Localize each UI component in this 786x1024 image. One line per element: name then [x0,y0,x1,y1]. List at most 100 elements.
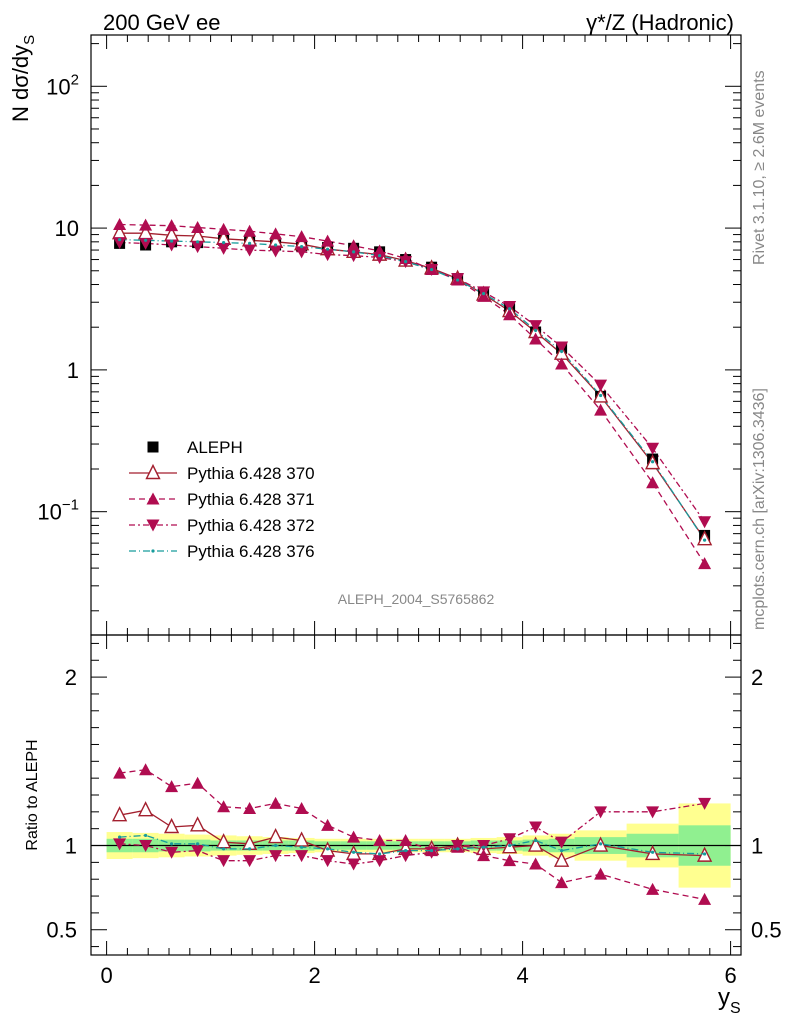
pythia-370-ratio-point [163,817,180,834]
pythia-376-point [378,253,382,258]
pythia-372-ratio-point [269,850,283,863]
x-tick-label: 2 [308,963,320,988]
pythia-372-point [373,252,387,265]
pythia-376-line [119,238,706,541]
pythia-376-point [599,393,603,398]
pythia-372-point [191,241,205,254]
pythia-370-ratio-point [111,806,128,822]
pythia-372-ratio-point [594,806,608,819]
x-axis-label-sub: S [730,1000,741,1017]
pythia-376-ratio-point [404,848,408,853]
y-tick-label-exponent: −1 [62,497,79,514]
pythia-371-point [529,332,543,345]
legend-label: Pythia 6.428 372 [187,516,315,535]
ratio-plot-area [91,763,741,905]
pythia-372-ratio-point [529,821,543,834]
legend-item: ALEPH [147,438,243,457]
pythia-372-ratio-point [243,855,257,868]
pythia-376-ratio-point [274,843,278,848]
x-axis-label-main: y [718,984,730,1011]
pythia-372-point [347,250,361,263]
legend: ALEPH Pythia 6.428 370 Pythia 6.428 371 Pyt… [129,438,315,561]
pythia-371-point [555,357,569,370]
pythia-376-ratio-point [456,847,460,851]
main-plot-area [111,218,713,570]
y-tick-label: 10 [55,216,79,241]
pythia-376-ratio-point [300,845,304,849]
y-tick-label-base: 10 [55,216,79,241]
pythia-376-point [196,240,200,244]
legend-aleph-marker [147,441,159,453]
pythia-376-ratio-point [599,842,603,846]
pythia-372-point [165,239,179,252]
pythia-370-ratio-point [137,801,154,817]
pythia-371-ratio-point [399,833,413,846]
pythia-376-ratio-point [703,852,707,856]
pythia-376-point [703,538,707,542]
pythia-371-ratio-point [646,882,660,895]
pythia-372-point [555,341,569,354]
pythia-371-point [191,220,205,233]
pythia-372-ratio-point [295,850,309,863]
pythia-370-ratio-point [527,836,544,852]
y-axis-label-sub: S [21,35,38,45]
pythia-376-ratio-point [352,850,356,854]
pythia-372-point [321,249,335,262]
process-label: γ*/Z (Hadronic) [586,10,734,35]
pythia-376-ratio-point [118,835,122,839]
pythia-371-ratio-point [555,876,569,889]
pythia-376-ratio-point [326,847,330,851]
pythia-372-ratio-point [347,858,361,871]
y-tick-label-base: 10 [46,74,70,99]
ratio-y-tick-label: 2 [65,665,77,690]
pythia-376-ratio-point [560,848,564,853]
legend-label: Pythia 6.428 376 [187,542,315,561]
pythia-371-point [269,227,283,240]
pythia-372-point [646,442,660,455]
x-tick-label: 4 [516,963,528,988]
pythia-372-point [269,245,283,258]
pythia-371-point [243,224,257,237]
pythia-370-point [696,530,713,546]
pythia-376-point [222,241,226,245]
pythia-371-ratio-point [321,818,335,831]
energy-label: 200 GeV ee [103,10,220,35]
pythia-376-point [352,250,356,254]
pythia-376-point [170,239,174,243]
pythia-371-ratio-point [217,800,231,813]
pythia-371-ratio-point [373,833,387,846]
pythia-376-point [118,237,122,242]
pythia-376-ratio-point [248,847,252,851]
pythia-371-point [295,230,309,243]
ratio-y-tick-label: 0.5 [46,918,77,943]
pythia-372-ratio-point [425,846,439,859]
ratio-axes: 0 2 4 6 2 2 1 1 0.5 0.5 [46,635,782,988]
pythia-376-point [248,241,252,245]
pythia-371-point [347,239,361,252]
pythia-371-point [113,218,127,231]
pythia-371-ratio-point [295,801,309,814]
y-tick-label: 1 [67,358,79,383]
pythia-376-point [326,247,330,251]
pythia-372-ratio-point [139,840,153,853]
pythia-372-point [698,516,712,529]
y-tick-label-base: 10 [37,500,61,525]
pythia-376-point [300,245,304,249]
analysis-watermark: ALEPH_2004_S5765862 [338,591,495,607]
legend-item: Pythia 6.428 372 [129,516,315,535]
pythia-376-ratio-point [482,845,486,849]
pythia-371-point [165,219,179,232]
legend-item: Pythia 6.428 370 [129,463,315,483]
y-axis-label-main: N dσ/dy [8,45,33,122]
pythia-372-point [295,246,309,259]
pythia-371-ratio-point [477,849,491,862]
y-tick-label: 102 [46,71,79,99]
pythia-372-ratio-point [399,850,413,863]
pythia-371-point [594,403,608,416]
pythia-372-line [119,241,706,523]
pythia-371-ratio-point [191,776,205,789]
pythia-376-point [274,243,278,247]
pythia-372-point [217,242,231,255]
pythia-372-point [594,379,608,392]
